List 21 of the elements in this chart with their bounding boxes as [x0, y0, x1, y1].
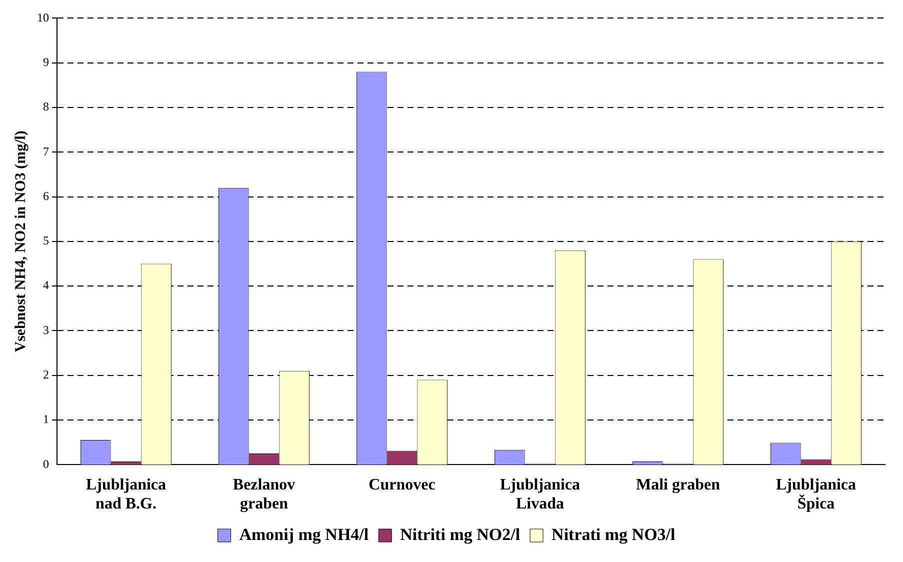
y-tick-label: 0 [43, 456, 49, 471]
legend-label: Nitrati mg NO3/l [552, 524, 676, 544]
legend-label: Amonij mg NH4/l [239, 524, 369, 544]
legend-label: Nitriti mg NO2/l [400, 524, 520, 544]
y-tick-label: 3 [43, 322, 49, 337]
x-tick-label: Ljubljanica Špica [776, 476, 856, 513]
x-tick-label: Ljubljanica Livada [500, 476, 580, 513]
y-tick-label: 6 [43, 188, 49, 203]
y-tick-label: 7 [43, 144, 49, 158]
y-axis-title: Vsebnost NH4, NO2 in NO3 (mg/l) [12, 130, 29, 352]
x-tick-label: Bezlanov graben [232, 476, 296, 513]
y-tick-label: 4 [43, 278, 49, 292]
y-tick-label: 2 [43, 367, 49, 382]
y-tick-label: 8 [43, 100, 49, 114]
y-tick-label: 10 [37, 10, 49, 24]
x-tick-label: Ljubljanica nad B.G. [86, 476, 166, 513]
y-tick-label: 5 [43, 234, 49, 248]
y-tick-label: 9 [43, 54, 49, 69]
x-tick-label: Mali graben [636, 476, 720, 494]
x-tick-label: Curnovec [368, 476, 436, 494]
y-tick-label: 1 [43, 412, 49, 426]
